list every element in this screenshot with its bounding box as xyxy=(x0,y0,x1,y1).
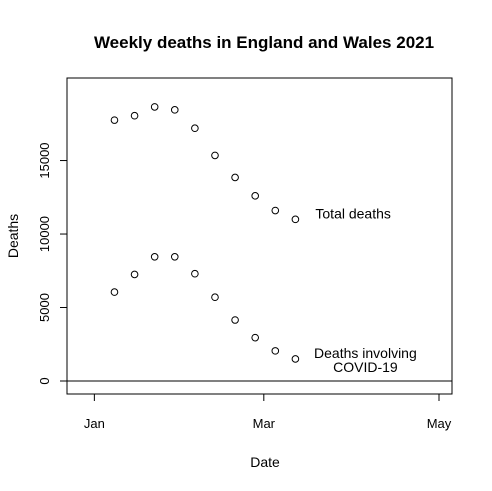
x-axis: Jan Mar May xyxy=(84,393,452,431)
point-series-0 xyxy=(170,106,179,114)
y-tick-label: 0 xyxy=(37,377,52,384)
annotation-total-deaths: Total deaths xyxy=(315,205,391,221)
point-series-1 xyxy=(271,347,280,355)
x-axis-label: Date xyxy=(250,454,280,470)
x-tick-label: Mar xyxy=(253,416,276,431)
annotation-covid-line-1: COVID-19 xyxy=(333,359,398,375)
point-series-0 xyxy=(291,215,300,224)
data-points xyxy=(110,103,300,363)
point-series-0 xyxy=(191,124,199,133)
y-tick-label: 5000 xyxy=(37,293,52,322)
point-series-1 xyxy=(291,355,300,363)
point-series-0 xyxy=(251,192,259,200)
point-series-0 xyxy=(130,111,139,120)
annotation-covid-line-0: Deaths involving xyxy=(314,345,417,361)
point-series-1 xyxy=(150,253,159,261)
point-series-1 xyxy=(251,333,259,342)
point-series-1 xyxy=(130,270,139,279)
chart-title: Weekly deaths in England and Wales 2021 xyxy=(94,33,434,52)
point-series-1 xyxy=(170,253,179,261)
point-series-1 xyxy=(231,316,239,324)
point-series-1 xyxy=(211,293,219,302)
y-axis: 0 5000 10000 15000 xyxy=(37,142,68,385)
point-series-1 xyxy=(191,269,199,278)
point-series-0 xyxy=(150,103,159,111)
point-series-0 xyxy=(271,206,280,215)
y-tick-label: 10000 xyxy=(37,216,52,252)
x-tick-label: May xyxy=(427,416,452,431)
point-series-0 xyxy=(110,116,119,124)
y-axis-label: Deaths xyxy=(5,214,21,258)
y-tick-label: 15000 xyxy=(37,142,52,178)
point-series-1 xyxy=(110,288,119,296)
point-series-0 xyxy=(211,151,219,160)
x-tick-label: Jan xyxy=(84,416,105,431)
point-series-0 xyxy=(231,173,239,182)
